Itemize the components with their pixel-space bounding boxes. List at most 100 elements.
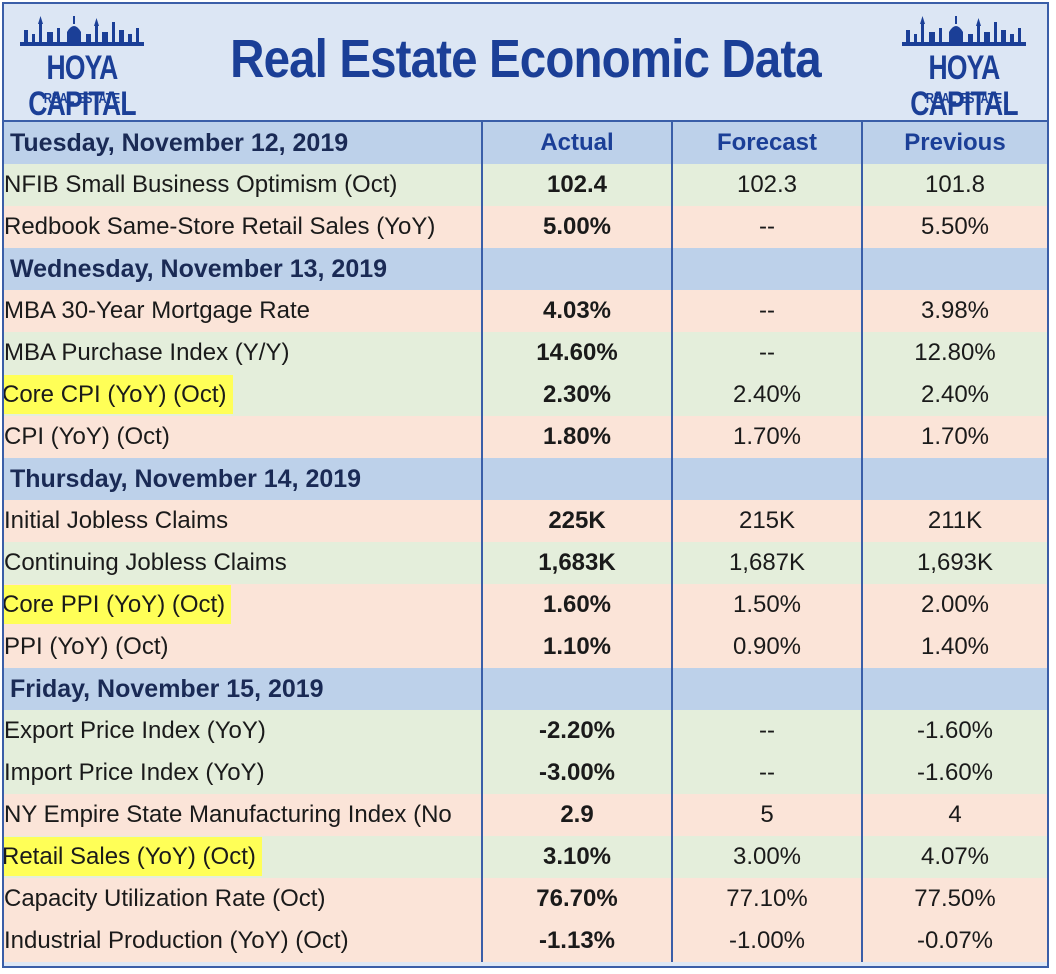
table-row: CPI (YoY) (Oct) 1.80% 1.70% 1.70%	[4, 416, 1047, 458]
table-row: MBA 30-Year Mortgage Rate 4.03% -- 3.98%	[4, 290, 1047, 332]
actual-value: -1.13%	[482, 920, 673, 962]
table-row: Industrial Production (YoY) (Oct) -1.13%…	[4, 920, 1047, 962]
table-row: PPI (YoY) (Oct) 1.10% 0.90% 1.40%	[4, 626, 1047, 668]
section-spacer	[482, 248, 673, 290]
indicator-label: NY Empire State Manufacturing Index (No	[4, 794, 483, 836]
indicator-label: Core PPI (YoY) (Oct)	[4, 584, 483, 626]
actual-value: 1,683K	[482, 542, 673, 584]
indicator-label: Retail Sales (YoY) (Oct)	[4, 836, 483, 878]
forecast-value: --	[672, 332, 863, 374]
actual-value: 1.60%	[482, 584, 673, 626]
actual-value: 1.80%	[482, 416, 673, 458]
section-spacer	[862, 458, 1047, 500]
previous-value: 5.50%	[862, 206, 1047, 248]
table-row: Redbook Same-Store Retail Sales (YoY) 5.…	[4, 206, 1047, 248]
indicator-label: Industrial Production (YoY) (Oct)	[4, 920, 483, 962]
actual-value: -2.20%	[482, 710, 673, 752]
table-row: NFIB Small Business Optimism (Oct) 102.4…	[4, 164, 1047, 206]
previous-value: 4	[862, 794, 1047, 836]
hoya-capital-logo-right: HOYA CAPITAL REAL ESTATE	[894, 12, 1034, 122]
previous-value: -0.07%	[862, 920, 1047, 962]
section-header-row: Tuesday, November 12, 2019 Actual Foreca…	[4, 122, 1047, 164]
section-date: Thursday, November 14, 2019	[4, 458, 483, 500]
indicator-label: Continuing Jobless Claims	[4, 542, 483, 584]
table-row: Import Price Index (YoY) -3.00% -- -1.60…	[4, 752, 1047, 794]
section-spacer	[672, 458, 863, 500]
forecast-value: 5	[672, 794, 863, 836]
logo-brand-text: HOYA CAPITAL	[910, 49, 1018, 123]
section-spacer	[672, 248, 863, 290]
indicator-label: Capacity Utilization Rate (Oct)	[4, 878, 483, 920]
indicator-label: PPI (YoY) (Oct)	[4, 626, 483, 668]
city-skyline-icon	[902, 16, 1026, 46]
forecast-value: 77.10%	[672, 878, 863, 920]
indicator-label: Core CPI (YoY) (Oct)	[4, 374, 483, 416]
indicator-label: MBA 30-Year Mortgage Rate	[4, 290, 483, 332]
forecast-value: -1.00%	[672, 920, 863, 962]
table-row: NY Empire State Manufacturing Index (No …	[4, 794, 1047, 836]
indicator-label: CPI (YoY) (Oct)	[4, 416, 483, 458]
page-title: Real Estate Economic Data	[230, 29, 822, 89]
actual-value: 4.03%	[482, 290, 673, 332]
previous-value: 1.70%	[862, 416, 1047, 458]
table-row: MBA Purchase Index (Y/Y) 14.60% -- 12.80…	[4, 332, 1047, 374]
section-date: Wednesday, November 13, 2019	[4, 248, 483, 290]
highlighted-label: Retail Sales (YoY) (Oct)	[4, 837, 262, 876]
previous-value: 101.8	[862, 164, 1047, 206]
city-skyline-icon	[20, 16, 144, 46]
table-row: Continuing Jobless Claims 1,683K 1,687K …	[4, 542, 1047, 584]
indicator-label: Redbook Same-Store Retail Sales (YoY)	[4, 206, 483, 248]
section-header-row: Friday, November 15, 2019	[4, 668, 1047, 710]
forecast-value: --	[672, 290, 863, 332]
logo-sub-text: REAL ESTATE	[43, 90, 121, 107]
economic-data-table: Tuesday, November 12, 2019 Actual Foreca…	[4, 122, 1047, 962]
forecast-value: 1,687K	[672, 542, 863, 584]
indicator-label: Import Price Index (YoY)	[4, 752, 483, 794]
forecast-value: 0.90%	[672, 626, 863, 668]
previous-value: 1.40%	[862, 626, 1047, 668]
actual-value: 76.70%	[482, 878, 673, 920]
section-spacer	[672, 668, 863, 710]
forecast-value: --	[672, 206, 863, 248]
indicator-label: Initial Jobless Claims	[4, 500, 483, 542]
previous-value: -1.60%	[862, 710, 1047, 752]
highlighted-label: Core CPI (YoY) (Oct)	[4, 375, 233, 414]
report-header: HOYA CAPITAL REAL ESTATE Real Estate Eco…	[4, 4, 1047, 122]
previous-value: 2.00%	[862, 584, 1047, 626]
logo-brand-text: HOYA CAPITAL	[28, 49, 136, 123]
indicator-label: MBA Purchase Index (Y/Y)	[4, 332, 483, 374]
table-row: Core PPI (YoY) (Oct) 1.60% 1.50% 2.00%	[4, 584, 1047, 626]
section-spacer	[862, 248, 1047, 290]
section-spacer	[482, 668, 673, 710]
indicator-label: Export Price Index (YoY)	[4, 710, 483, 752]
forecast-value: 1.70%	[672, 416, 863, 458]
actual-value: 1.10%	[482, 626, 673, 668]
actual-value: 2.9	[482, 794, 673, 836]
section-header-row: Wednesday, November 13, 2019	[4, 248, 1047, 290]
actual-value: 5.00%	[482, 206, 673, 248]
previous-value: -1.60%	[862, 752, 1047, 794]
table-row: Initial Jobless Claims 225K 215K 211K	[4, 500, 1047, 542]
table-row: Core CPI (YoY) (Oct) 2.30% 2.40% 2.40%	[4, 374, 1047, 416]
table-row: Capacity Utilization Rate (Oct) 76.70% 7…	[4, 878, 1047, 920]
actual-value: 102.4	[482, 164, 673, 206]
actual-value: 225K	[482, 500, 673, 542]
previous-value: 1,693K	[862, 542, 1047, 584]
highlighted-label: Core PPI (YoY) (Oct)	[4, 585, 232, 624]
section-spacer	[862, 668, 1047, 710]
table-row: Export Price Index (YoY) -2.20% -- -1.60…	[4, 710, 1047, 752]
forecast-value: 3.00%	[672, 836, 863, 878]
table-row: Retail Sales (YoY) (Oct) 3.10% 3.00% 4.0…	[4, 836, 1047, 878]
previous-value: 77.50%	[862, 878, 1047, 920]
actual-value: 14.60%	[482, 332, 673, 374]
actual-value: 3.10%	[482, 836, 673, 878]
previous-value: 211K	[862, 500, 1047, 542]
section-spacer	[482, 458, 673, 500]
column-header-previous: Previous	[862, 122, 1047, 164]
indicator-label: NFIB Small Business Optimism (Oct)	[4, 164, 483, 206]
previous-value: 3.98%	[862, 290, 1047, 332]
previous-value: 2.40%	[862, 374, 1047, 416]
column-header-forecast: Forecast	[672, 122, 863, 164]
actual-value: 2.30%	[482, 374, 673, 416]
